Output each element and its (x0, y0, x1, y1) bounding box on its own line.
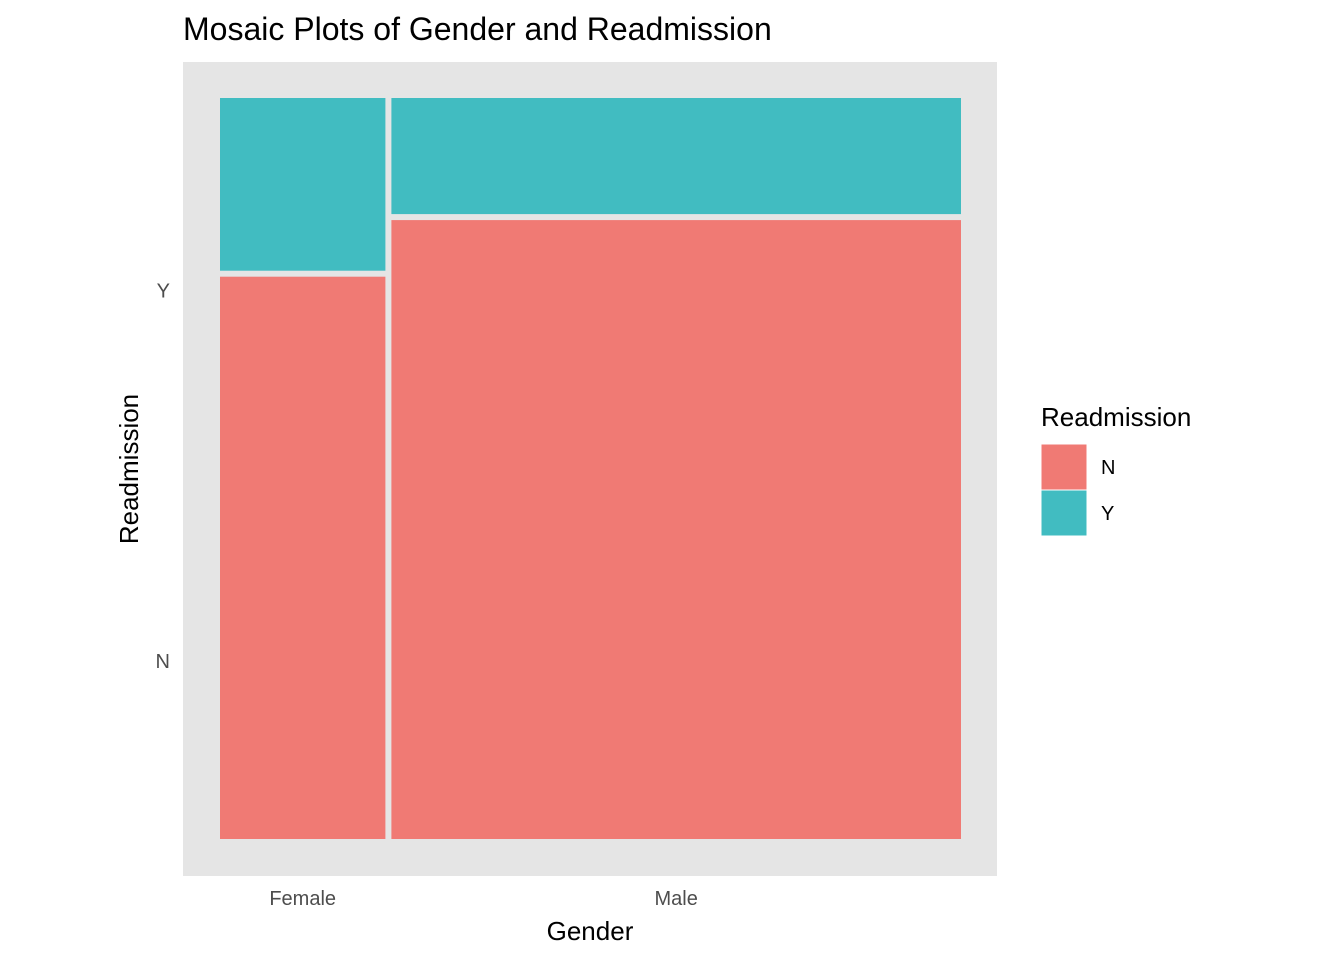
y-tick-label-y: Y (157, 281, 170, 303)
x-tick-label-male: Male (655, 888, 698, 910)
x-axis-title: Gender (547, 916, 634, 946)
y-tick-label-n: N (156, 651, 170, 673)
x-tick-label-female: Female (269, 888, 336, 910)
tile-female-y (220, 98, 386, 271)
mosaic-tiles (220, 98, 961, 840)
legend-title: Readmission (1041, 402, 1191, 432)
tile-male-n (391, 220, 961, 840)
x-tick-labels: Female Male (269, 888, 698, 910)
legend-key-y (1040, 489, 1088, 537)
y-tick-labels: NY (156, 281, 170, 674)
tile-female-n (220, 276, 386, 839)
tile-male-y (391, 98, 961, 215)
legend-label-y: Y (1101, 503, 1114, 525)
chart-title: Mosaic Plots of Gender and Readmission (183, 11, 772, 47)
legend-label-n: N (1101, 457, 1115, 479)
y-axis-title: Readmission (114, 394, 144, 544)
legend: Readmission N Y (1040, 402, 1191, 537)
legend-key-n (1040, 443, 1088, 491)
